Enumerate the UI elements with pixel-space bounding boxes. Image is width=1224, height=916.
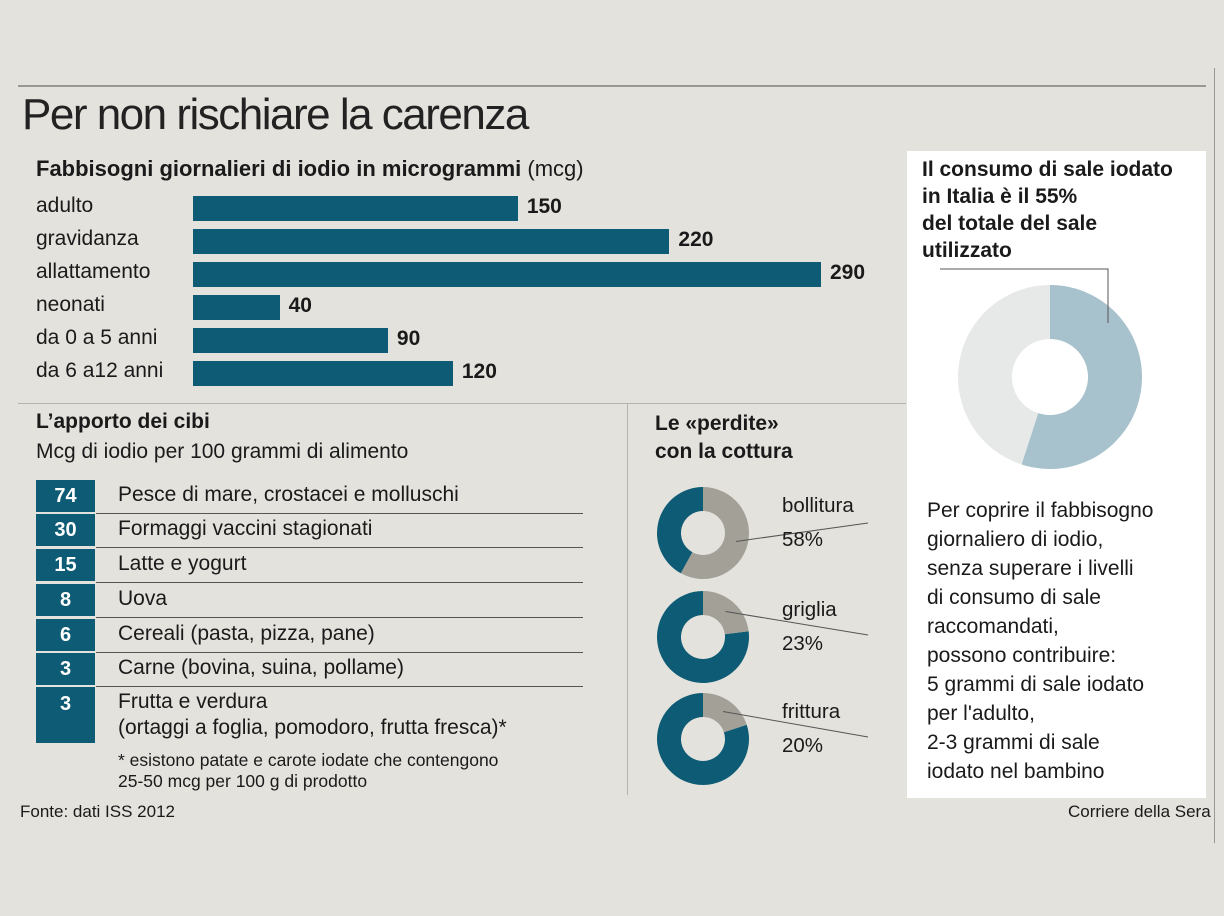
needs-value-label: 220 (678, 228, 714, 251)
needs-category-label: da 0 a 5 anni (36, 326, 158, 349)
needs-value-label: 90 (396, 327, 421, 350)
publisher-credit: Corriere della Sera (1068, 802, 1211, 821)
loss-method-label: griglia (782, 598, 837, 621)
loss-percent-label: 20% (782, 734, 823, 757)
loss-retained-slice (657, 693, 749, 785)
needs-bar (193, 295, 280, 320)
food-name: Uova (118, 587, 168, 610)
salt-title: Il consumo di sale iodato in Italia è il… (922, 156, 1173, 264)
needs-value-label: 150 (526, 195, 562, 218)
food-name-detail: (ortaggi a foglia, pomodoro, frutta fres… (118, 716, 507, 739)
right-rule (1214, 68, 1215, 843)
salt-text-line: possono contribuire: (927, 644, 1117, 667)
loss-percent-label: 58% (782, 528, 823, 551)
food-name: Frutta e verdura (118, 690, 268, 713)
foods-subheading: Mcg di iodio per 100 grammi di alimento (36, 440, 409, 463)
section-divider-horizontal (18, 403, 906, 404)
salt-text: Per coprire il fabbisogno giornaliero di… (927, 496, 1153, 786)
salt-text-line: giornaliero di iodio, (927, 528, 1104, 551)
salt-text-line: di consumo di sale (927, 586, 1101, 609)
loss-method-label: frittura (782, 700, 841, 723)
losses-heading: Le «perdite» con la cottura (655, 410, 793, 466)
needs-category-label: gravidanza (36, 227, 139, 250)
foods-note-line: * esistono patate e carote iodate che co… (118, 750, 499, 770)
salt-title-line: in Italia è il 55% (922, 185, 1078, 208)
top-rule (18, 85, 1206, 87)
needs-value-label: 40 (288, 294, 312, 317)
salt-text-line: 2-3 grammi di sale (927, 731, 1100, 754)
foods-note-line: 25-50 mcg per 100 g di prodotto (118, 771, 368, 791)
salt-text-line: senza superare i livelli (927, 557, 1134, 580)
food-iodine-value: 3 (36, 653, 95, 685)
salt-title-line: del totale del sale (922, 212, 1098, 235)
salt-text-line: 5 grammi di sale iodato (927, 673, 1145, 696)
food-name: Pesce di mare, crostacei e molluschi (118, 483, 459, 506)
needs-subtitle: Fabbisogni giornalieri di iodio in micro… (36, 156, 584, 182)
needs-category-label: da 6 a12 anni (36, 359, 164, 382)
loss-lost-slice (703, 591, 749, 635)
needs-category-label: adulto (36, 194, 94, 217)
food-iodine-value: 6 (36, 619, 95, 651)
needs-category-label: neonati (36, 293, 105, 316)
needs-value-label: 120 (461, 360, 497, 383)
loss-lost-slice (703, 693, 747, 733)
losses-donut-charts: bollitura 58% griglia 23% frittura 20% (657, 487, 869, 785)
needs-subtitle-bold: Fabbisogni giornalieri di iodio in micro… (36, 156, 522, 181)
loss-retained-slice (657, 487, 703, 574)
salt-donut-chart (940, 268, 1142, 469)
food-iodine-value: 8 (36, 584, 95, 616)
salt-title-line: utilizzato (922, 239, 1012, 262)
loss-lost-slice (680, 487, 749, 579)
page-title: Per non rischiare la carenza (22, 90, 529, 139)
needs-subtitle-unit: (mcg) (527, 156, 584, 181)
losses-heading-line: Le «perdite» (655, 412, 779, 435)
losses-heading-line: con la cottura (655, 440, 793, 463)
food-row-divider (96, 513, 583, 514)
needs-bar (193, 229, 670, 254)
salt-panel (907, 151, 1206, 798)
food-row-divider (96, 617, 583, 618)
salt-text-line: per l'adulto, (927, 702, 1035, 725)
loss-percent-label: 23% (782, 632, 823, 655)
food-row-divider (96, 582, 583, 583)
loss-retained-slice (657, 591, 749, 683)
food-iodine-value: 15 (36, 549, 95, 581)
loss-method-label: bollitura (782, 494, 854, 517)
foods-heading: L’apporto dei cibi (36, 410, 210, 433)
loss-leader-line (722, 711, 869, 738)
food-iodine-value: 3 (36, 687, 95, 743)
foods-note: * esistono patate e carote iodate che co… (118, 750, 498, 792)
loss-leader-line (735, 522, 869, 542)
food-iodine-value: 74 (36, 480, 95, 512)
salt-title-line: Il consumo di sale iodato (922, 158, 1173, 181)
food-row-divider (96, 686, 583, 687)
section-divider-vertical (627, 403, 628, 795)
food-row-divider (96, 652, 583, 653)
salt-iodized-slice (1021, 285, 1142, 469)
needs-category-label: allattamento (36, 260, 151, 283)
loss-leader-line (725, 611, 869, 636)
food-name: Latte e yogurt (118, 552, 247, 575)
salt-text-line: Per coprire il fabbisogno (927, 499, 1154, 522)
salt-text-line: raccomandati, (927, 615, 1059, 638)
needs-bar (193, 328, 388, 353)
needs-bar (193, 262, 821, 287)
needs-bar (193, 361, 453, 386)
food-row-divider (96, 547, 583, 548)
food-name: Formaggi vaccini stagionati (118, 517, 373, 540)
salt-leader-line (940, 268, 1109, 323)
salt-other-slice (958, 285, 1050, 465)
needs-value-label: 290 (830, 261, 866, 284)
food-iodine-value: 30 (36, 514, 95, 546)
needs-bar (193, 196, 518, 221)
salt-text-line: iodato nel bambino (927, 760, 1105, 783)
food-name: Carne (bovina, suina, pollame) (118, 656, 404, 679)
source-note: Fonte: dati ISS 2012 (20, 802, 175, 821)
food-name: Cereali (pasta, pizza, pane) (118, 622, 375, 645)
